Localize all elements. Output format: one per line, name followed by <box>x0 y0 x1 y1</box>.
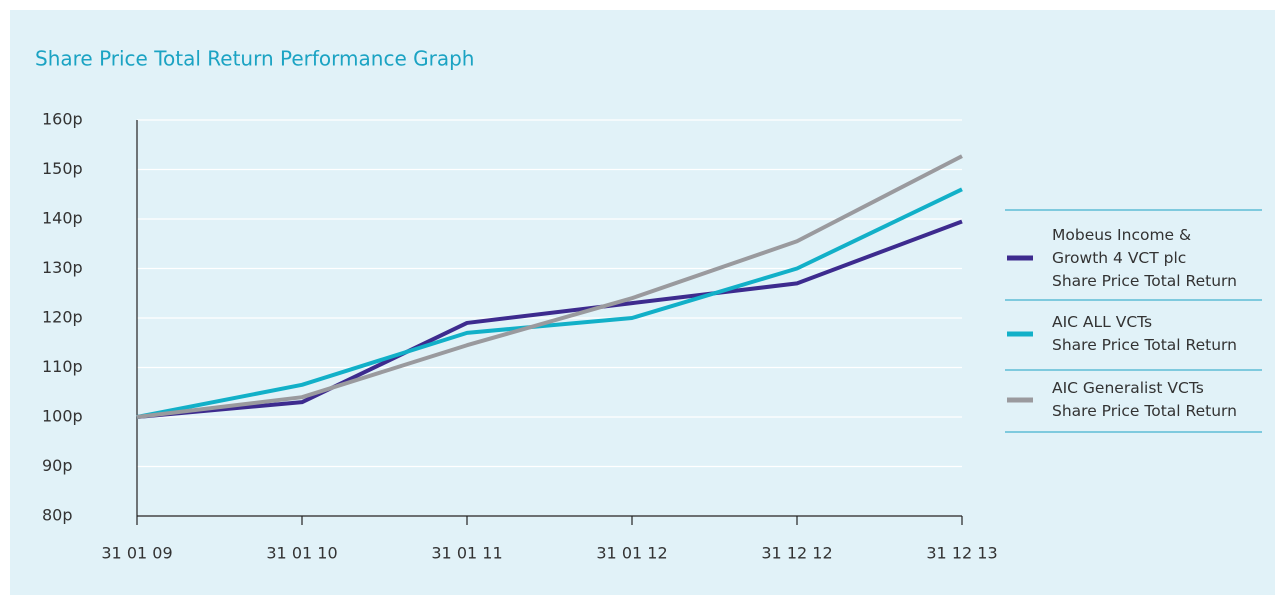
y-tick-label: 160p <box>42 110 83 129</box>
y-tick-label: 130p <box>42 258 83 277</box>
y-tick-label: 110p <box>42 357 83 376</box>
y-tick-label: 100p <box>42 407 83 426</box>
x-tick-label: 31 01 10 <box>266 544 337 563</box>
x-tick-label: 31 12 13 <box>926 544 997 563</box>
y-tick-label: 140p <box>42 209 83 228</box>
y-tick-label: 120p <box>42 308 83 327</box>
y-tick-label: 80p <box>42 506 73 525</box>
series-line <box>136 219 963 419</box>
x-tick-label: 31 01 12 <box>596 544 667 563</box>
y-tick-label: 150p <box>42 159 83 178</box>
series-line <box>136 187 963 419</box>
legend-label: Mobeus Income & Growth 4 VCT plc Share P… <box>1052 225 1237 290</box>
legend-label: AIC ALL VCTs Share Price Total Return <box>1052 313 1237 354</box>
x-tick-label: 31 01 09 <box>101 544 172 563</box>
chart-title: Share Price Total Return Performance Gra… <box>35 47 474 71</box>
legend-label: AIC Generalist VCTs Share Price Total Re… <box>1052 379 1237 420</box>
y-tick-label: 90p <box>42 456 73 475</box>
series-line <box>136 154 963 419</box>
x-tick-label: 31 12 12 <box>761 544 832 563</box>
x-tick-label: 31 01 11 <box>431 544 502 563</box>
